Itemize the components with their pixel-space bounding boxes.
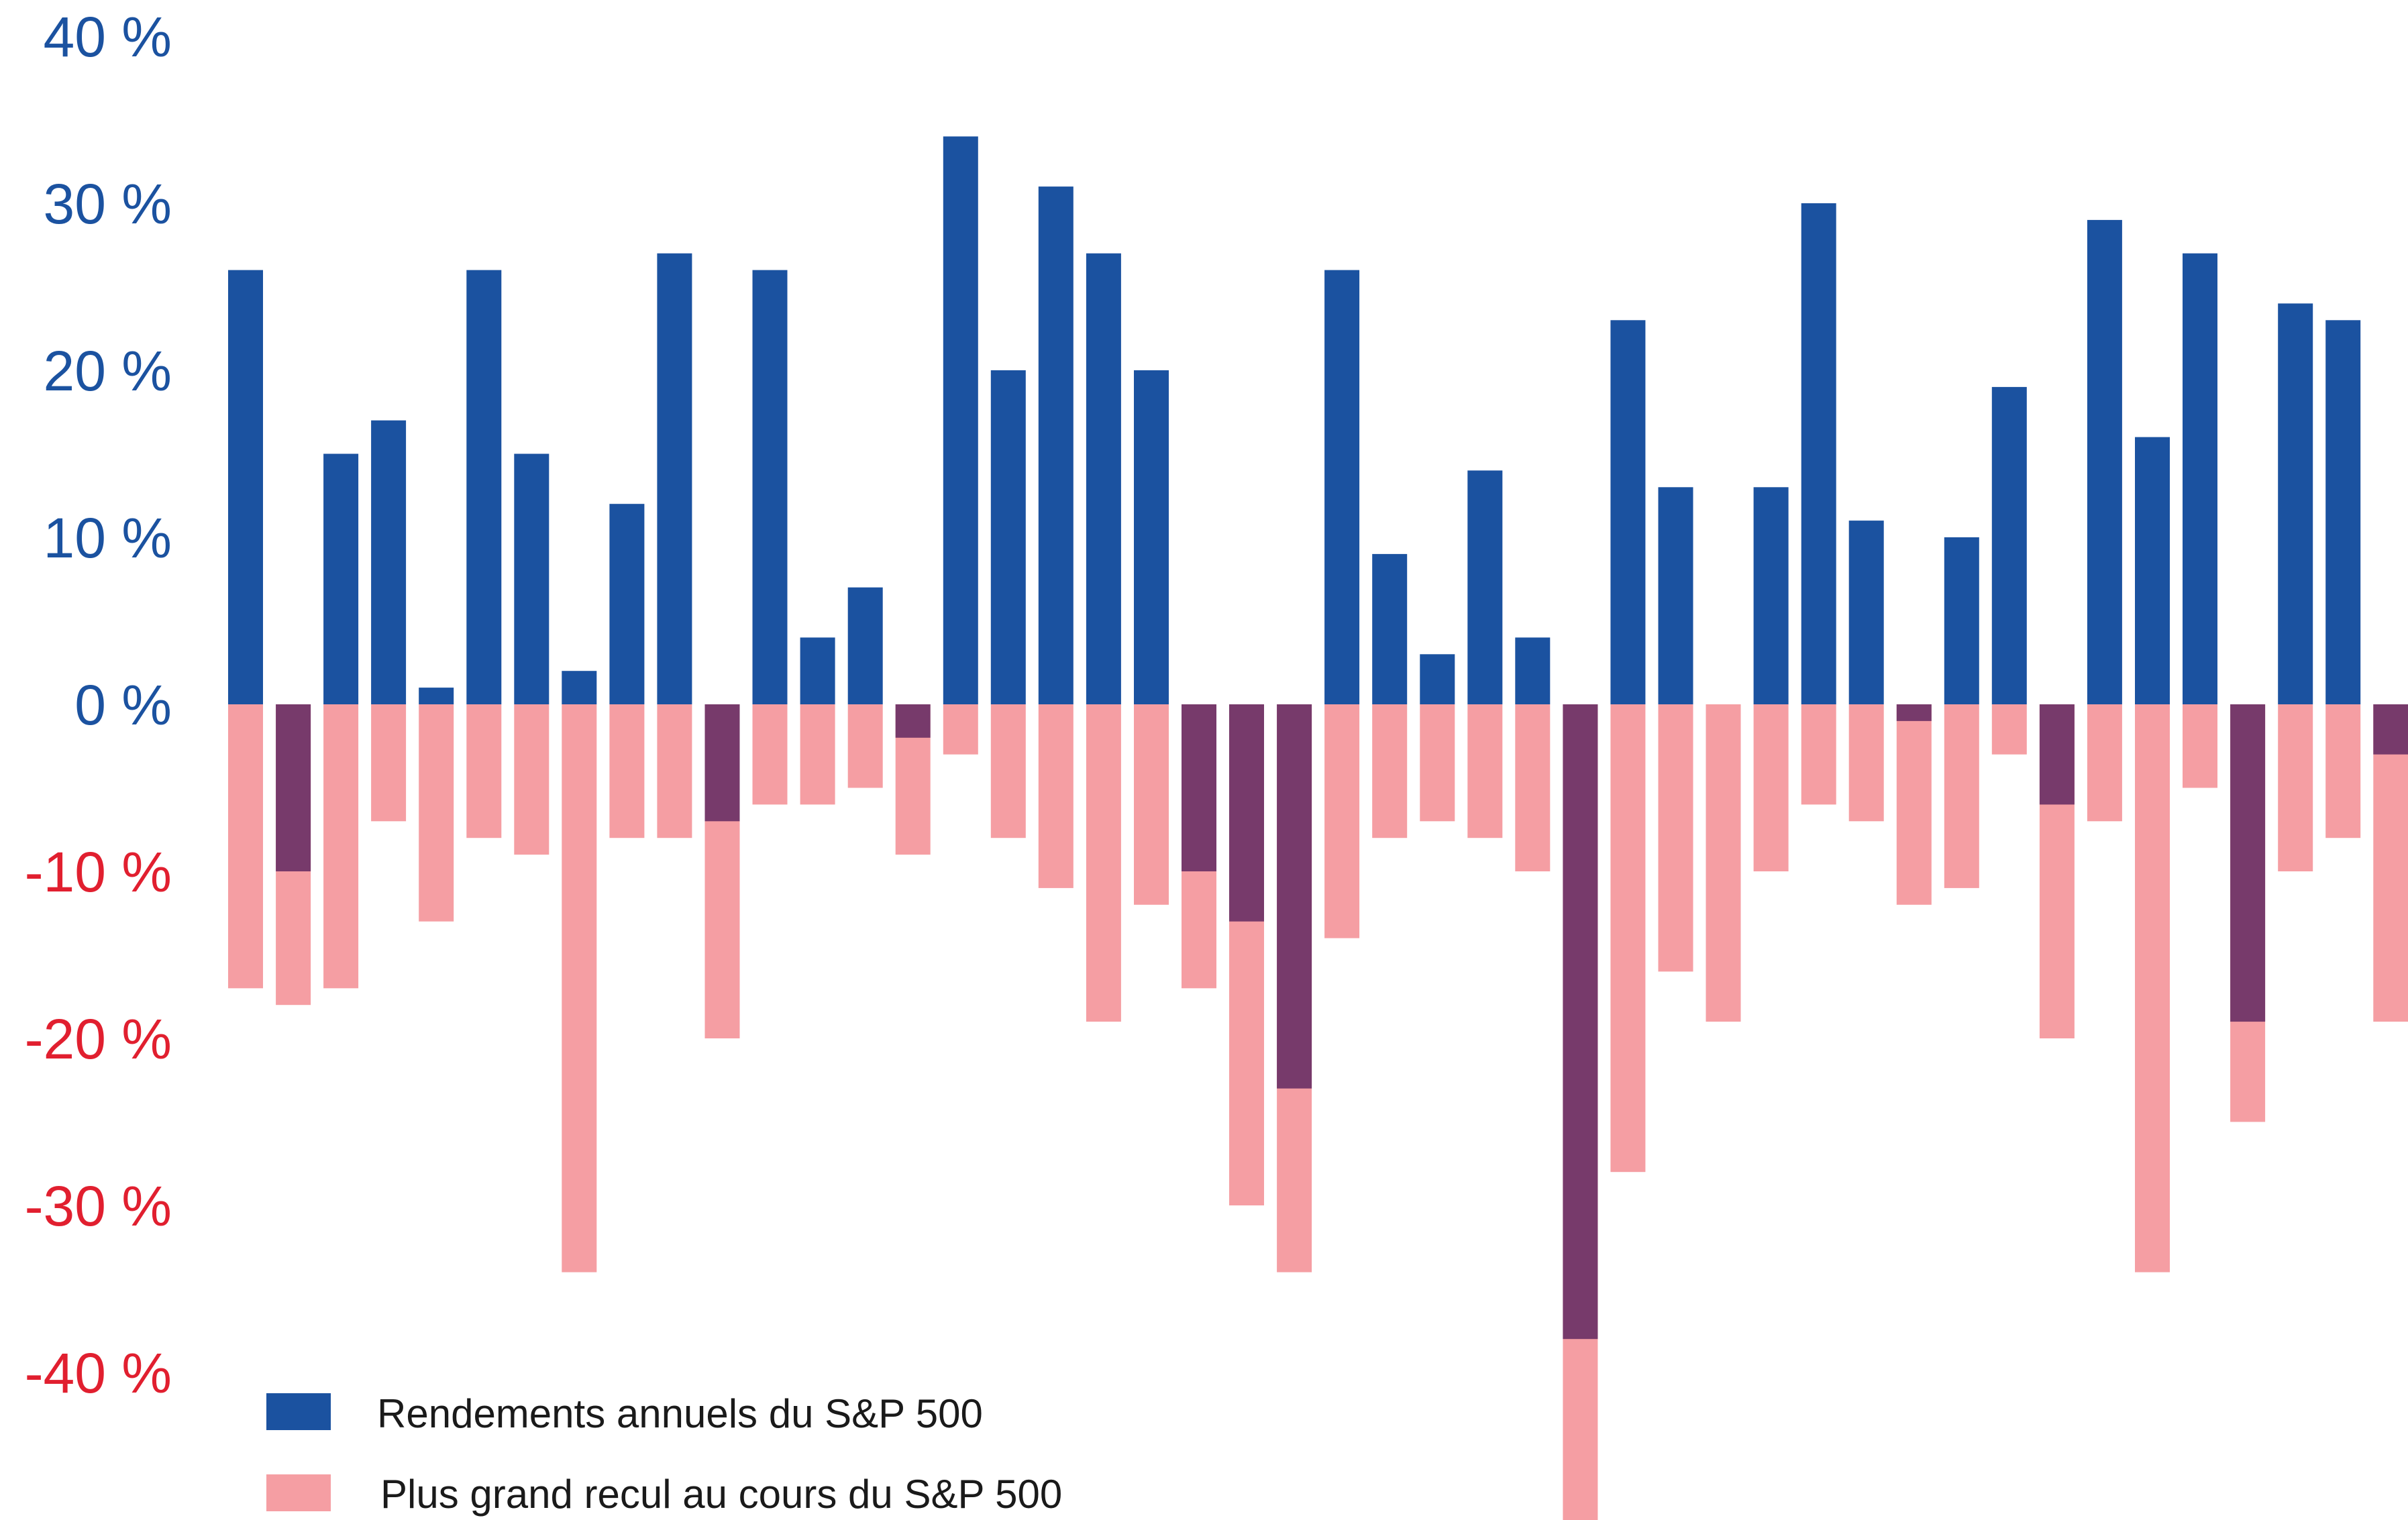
drawdown-bar [514,704,549,855]
y-tick-label: 10 % [44,506,172,569]
return-bar-negative [1896,704,1932,721]
return-bar [943,136,978,704]
return-bar [752,270,788,705]
y-tick-label: 30 % [44,172,172,235]
drawdown-bar [419,704,454,922]
drawdown-bar [1372,704,1408,838]
drawdown-bar [2135,704,2170,1272]
drawdown-bar [323,704,359,989]
drawdown-bar [1753,704,1789,871]
bars-layer [228,136,2408,1520]
return-bar [1753,487,1789,704]
return-bar [1944,537,1979,704]
return-bar-negative [2373,704,2408,755]
return-bar-negative [1229,704,1264,922]
drawdown-bar [1467,704,1503,838]
return-bar [1038,186,1074,705]
return-bar [562,671,597,704]
legend: Rendements annuels du S&P 500 Plus grand… [266,1391,1062,1517]
return-bar-negative [895,704,931,738]
drawdown-bar [2183,704,2217,788]
return-bar [2087,219,2122,704]
drawdown-bar [943,704,978,755]
drawdown-bar [2278,704,2313,871]
drawdown-bar [371,704,407,822]
y-axis-ticks: 40 % 30 % 20 % 10 % 0 % -10 % -20 % -30 % -40 % [25,5,172,1405]
return-bar [1801,203,1836,704]
return-bar [847,587,883,704]
return-bar-negative [1563,704,1598,1340]
return-bar [1515,637,1551,704]
drawdown-bar [1801,704,1836,805]
y-tick-label: -10 % [25,840,172,904]
y-tick-label: 20 % [44,339,172,402]
drawdown-bar [2325,704,2361,838]
drawdown-bar [1991,704,2027,755]
return-bar [419,688,454,704]
drawdown-bar [562,704,597,1272]
legend-label-drawdown: Plus grand recul au cours du S&P 500 [380,1472,1062,1517]
return-bar-negative [1182,704,1216,871]
return-bar [657,253,692,704]
return-bar [1658,487,1693,704]
drawdown-bar [752,704,788,805]
return-bar-negative [276,704,311,871]
return-bar [228,270,263,705]
return-bar [514,453,549,704]
return-bar [323,453,359,704]
drawdown-bar [1848,704,1884,822]
return-bar [1420,654,1455,704]
drawdown-bar [990,704,1026,838]
return-bar [1324,270,1360,705]
drawdown-bar [1324,704,1360,938]
return-bar [1991,386,2027,704]
return-bar [371,420,407,704]
return-bar [1134,370,1169,704]
y-tick-label: -40 % [25,1342,172,1405]
drawdown-bar [1134,704,1169,905]
return-bar [1848,521,1884,704]
y-tick-label: 0 % [74,673,172,737]
legend-swatch-drawdown [266,1474,331,1511]
drawdown-bar [1896,704,1932,905]
drawdown-bar [466,704,502,838]
drawdown-bar [1038,704,1074,888]
drawdown-bar [1944,704,1979,888]
drawdown-bar [2373,704,2408,1022]
return-bar [1086,253,1121,704]
drawdown-bar [1086,704,1121,1022]
return-bar [1467,470,1503,704]
return-bar [800,637,835,704]
drawdown-bar [228,704,263,989]
return-bar-negative [2039,704,2075,805]
return-bar-negative [1277,704,1312,1089]
drawdown-bar [609,704,645,838]
drawdown-bar [1610,704,1646,1173]
legend-swatch-returns [266,1393,331,1430]
drawdown-bar [657,704,692,838]
return-bar [466,270,502,705]
drawdown-bar [1420,704,1455,822]
y-tick-label: 40 % [44,5,172,68]
drawdown-bar [2087,704,2122,822]
return-bar [2135,437,2170,704]
drawdown-bar [800,704,835,805]
return-bar-negative [704,704,740,822]
return-bar [609,504,645,704]
return-bar [1610,320,1646,704]
return-bar [1372,553,1408,704]
return-bar-negative [2230,704,2266,1022]
drawdown-bar [1706,704,1741,1022]
return-bar [2325,320,2361,704]
y-tick-label: -30 % [25,1175,172,1238]
legend-label-returns: Rendements annuels du S&P 500 [377,1391,983,1436]
return-bar [990,370,1026,704]
return-bar [2183,253,2217,704]
return-bar [2278,303,2313,704]
y-tick-label: -20 % [25,1008,172,1071]
drawdown-bar [1515,704,1551,871]
drawdown-bar [1658,704,1693,972]
drawdown-bar [847,704,883,788]
